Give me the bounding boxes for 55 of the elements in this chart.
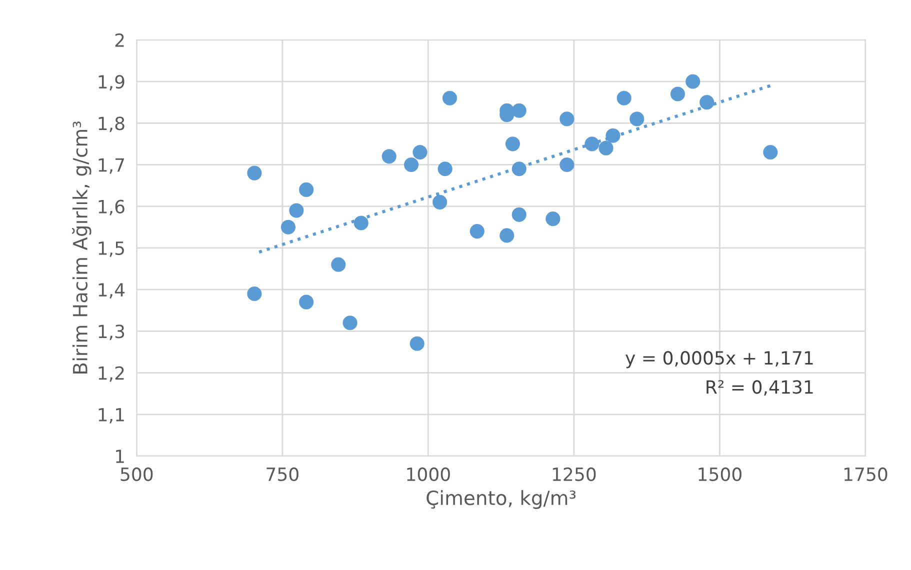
point bbox=[686, 74, 700, 89]
x-tick-label: 1500 bbox=[698, 467, 742, 482]
point bbox=[247, 286, 262, 302]
point bbox=[616, 90, 632, 106]
x-tick-label: 1000 bbox=[407, 467, 450, 482]
y-tick-label: 1,4 bbox=[98, 283, 125, 299]
y-tick-label: 1,1 bbox=[98, 408, 124, 424]
point bbox=[546, 212, 560, 226]
x-tick-label: 750 bbox=[266, 467, 298, 482]
point bbox=[342, 316, 358, 330]
point bbox=[432, 194, 448, 210]
point bbox=[505, 136, 520, 152]
x-axis-title: Çimento, kg/m³ bbox=[426, 490, 576, 509]
y-tick-label: 1 bbox=[116, 450, 124, 463]
point bbox=[247, 166, 262, 180]
point bbox=[670, 86, 685, 102]
y-tick-label: 1,2 bbox=[98, 366, 124, 382]
point bbox=[289, 203, 304, 218]
y-tick-label: 1,7 bbox=[98, 158, 124, 174]
x-tick-label: 1750 bbox=[844, 467, 888, 482]
point bbox=[438, 162, 452, 176]
point bbox=[331, 257, 346, 272]
point bbox=[354, 216, 368, 230]
y-tick-label: 2 bbox=[115, 33, 124, 47]
point bbox=[700, 95, 714, 110]
y-tick-label: 1,9 bbox=[98, 74, 124, 90]
annotation: y = 0,0005x + 1,171 bbox=[626, 351, 813, 368]
point bbox=[512, 103, 526, 118]
point bbox=[606, 128, 620, 143]
y-tick-label: 1,6 bbox=[98, 200, 124, 216]
y-tick-label: 1,5 bbox=[98, 242, 124, 257]
point bbox=[280, 220, 296, 234]
point bbox=[299, 182, 314, 197]
annotation: R² = 0,4131 bbox=[706, 380, 813, 396]
point bbox=[560, 112, 574, 126]
point bbox=[412, 144, 428, 160]
point bbox=[512, 162, 526, 176]
point bbox=[442, 90, 458, 106]
point bbox=[763, 144, 778, 160]
point bbox=[500, 228, 514, 243]
y-tick-label: 1,3 bbox=[98, 324, 124, 340]
point bbox=[598, 140, 614, 156]
point bbox=[584, 136, 600, 152]
point bbox=[512, 207, 526, 222]
point bbox=[299, 294, 314, 310]
y-tick-label: 1,8 bbox=[98, 116, 124, 132]
point bbox=[404, 157, 419, 172]
y-axis-title: Birim Hacim Ağırlık, g/cm³ bbox=[72, 122, 92, 374]
point bbox=[382, 149, 396, 164]
x-tick-label: 500 bbox=[120, 467, 153, 482]
point bbox=[630, 112, 644, 126]
point bbox=[410, 336, 424, 351]
x-tick-label: 1250 bbox=[552, 467, 596, 482]
point bbox=[470, 224, 484, 239]
point bbox=[560, 157, 574, 172]
